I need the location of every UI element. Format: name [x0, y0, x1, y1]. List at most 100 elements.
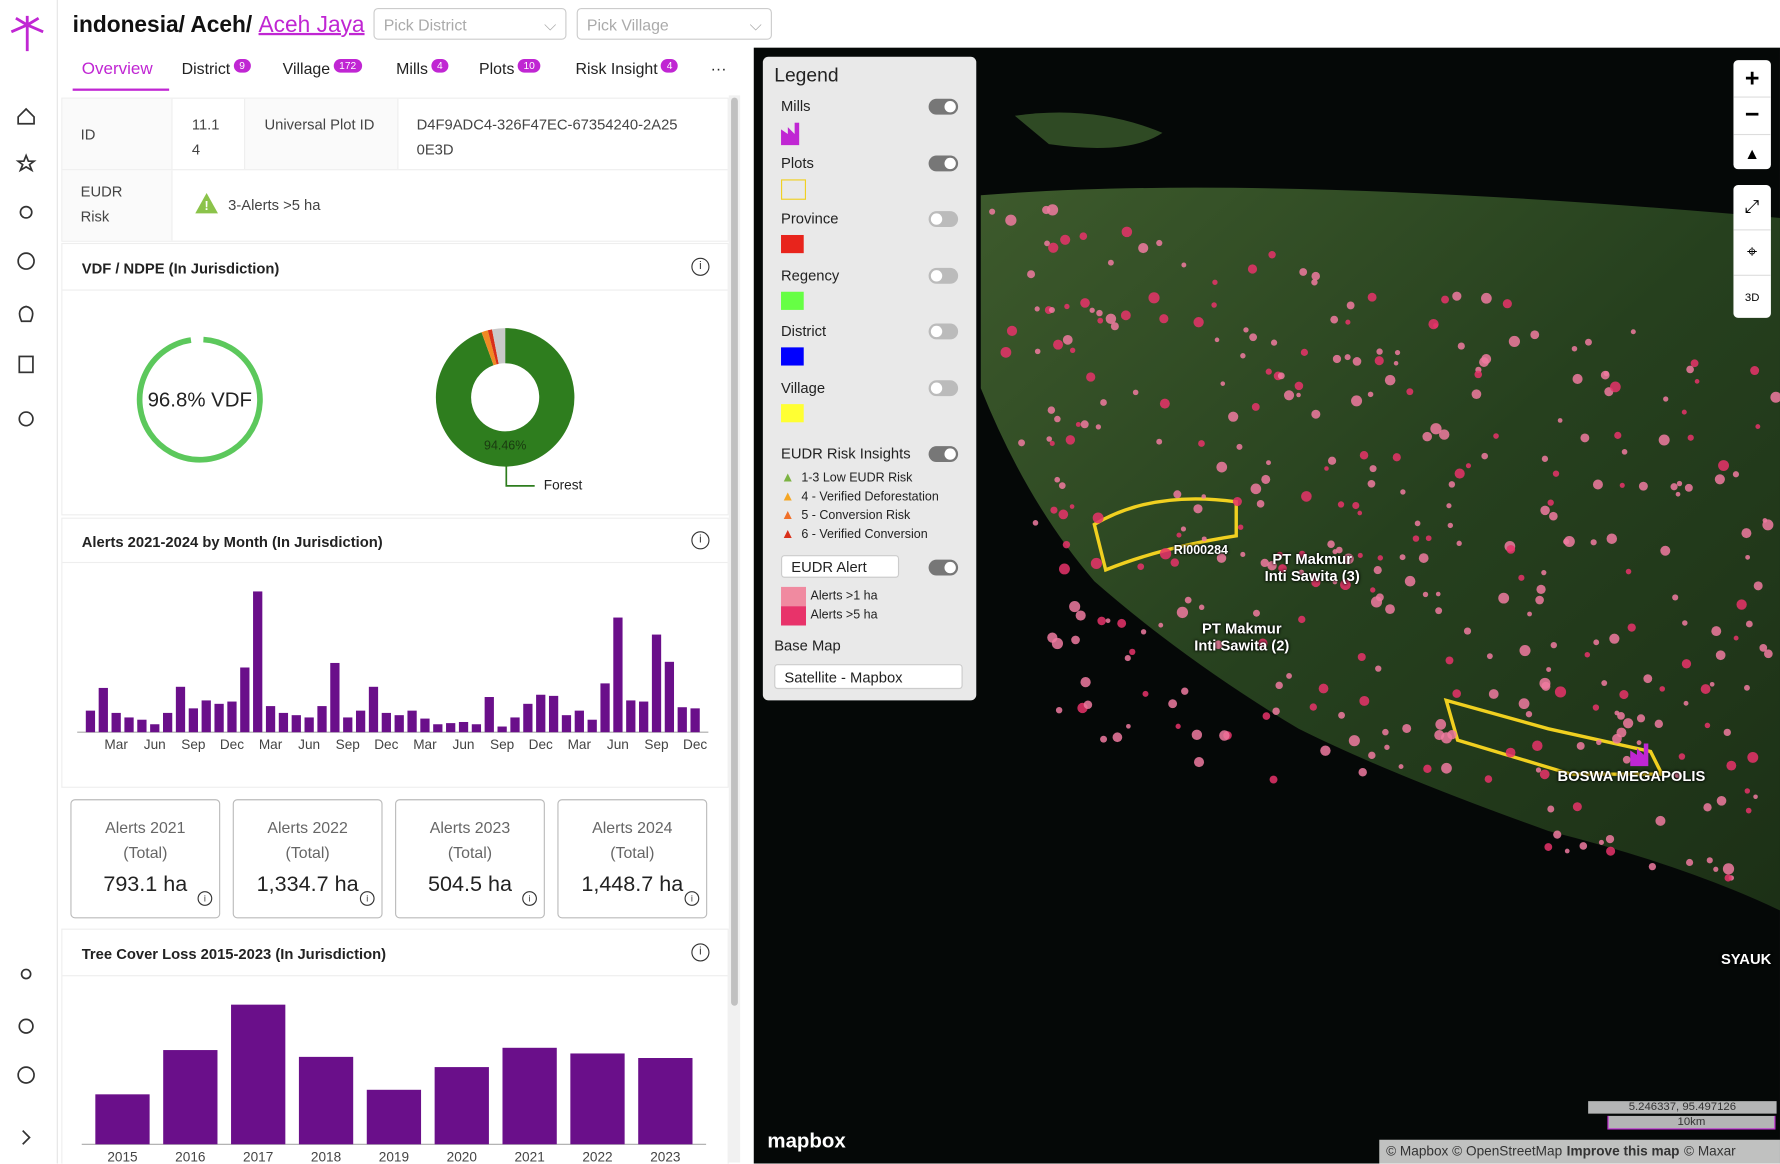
alert-select[interactable]: EUDR Alert [781, 555, 900, 578]
info-icon[interactable]: i [197, 891, 213, 906]
fullscreen[interactable]: ⤢ [1744, 197, 1760, 217]
card-value: 504.5 ha [427, 872, 512, 897]
alert-dot [1484, 775, 1493, 783]
star-icon[interactable] [15, 153, 37, 173]
x-tick-label: Jun [298, 737, 320, 752]
alert-dot [1446, 503, 1452, 509]
breadcrumb-link[interactable]: Aceh Jaya [258, 12, 365, 38]
alert-dot [1525, 710, 1533, 718]
layer-toggle[interactable] [928, 267, 959, 284]
tab[interactable]: Overview [82, 59, 153, 78]
alert-dot [1384, 744, 1390, 750]
x-tick-label: 2023 [650, 1149, 680, 1163]
risk-item: ▲ 4 - Verified Deforestation [781, 488, 939, 504]
district-select[interactable]: Pick District ⌵ [373, 7, 567, 40]
alert-dot [1054, 476, 1061, 483]
3d-toggle[interactable]: 3D [1733, 274, 1771, 320]
bar [253, 591, 263, 733]
alert-dot [1265, 368, 1272, 375]
alert-dot [1298, 569, 1305, 576]
alert-dot [1340, 579, 1351, 591]
alert-dot [1592, 479, 1603, 490]
alert-dot [1159, 314, 1169, 324]
basemap-select[interactable]: Satellite - Mapbox [774, 664, 963, 690]
alert-swatch [781, 606, 806, 626]
improve-link[interactable]: Improve this map [1566, 1143, 1680, 1160]
alert-dot [1367, 479, 1376, 488]
tab[interactable]: Village 172 [283, 59, 362, 77]
layer-label: Plots [781, 153, 814, 171]
tab[interactable]: District 9 [182, 59, 251, 77]
layer-label: Regency [781, 266, 840, 284]
tab[interactable]: Plots 10 [479, 59, 541, 77]
info-icon[interactable]: i [691, 531, 710, 550]
alert-dot [1034, 348, 1041, 355]
alert-dot [1382, 728, 1389, 736]
village-select[interactable]: Pick Village ⌵ [576, 7, 772, 40]
alert-dot [1055, 706, 1063, 714]
target-icon[interactable] [19, 205, 33, 219]
bulb-icon[interactable] [18, 305, 34, 323]
x-tick-label: 2018 [311, 1149, 341, 1163]
tab[interactable]: ··· [711, 59, 727, 77]
risk-toggle[interactable] [928, 446, 959, 463]
alert-dot [1370, 587, 1376, 593]
settings-icon[interactable] [18, 411, 34, 427]
alert-dot [1117, 618, 1127, 628]
tab[interactable]: Risk Insight 4 [576, 59, 679, 77]
scrollbar[interactable] [728, 95, 741, 1163]
x-tick-label: 2019 [379, 1149, 409, 1163]
alert-dot [1435, 591, 1441, 597]
risk-item: ▲ 1-3 Low EUDR Risk [781, 469, 912, 485]
bar [231, 1004, 286, 1145]
globe-icon[interactable] [17, 252, 35, 270]
layer-toggle[interactable] [928, 379, 959, 396]
info-icon[interactable]: i [522, 891, 537, 906]
expand-icon[interactable] [22, 1130, 31, 1145]
bar [227, 701, 237, 733]
select-text: EUDR Alert [791, 558, 867, 576]
info-icon[interactable]: i [359, 891, 375, 906]
bar [278, 712, 289, 733]
breadcrumb: indonesia/ Aceh/ Aceh Jaya [73, 12, 365, 38]
alert-dot [1590, 539, 1597, 546]
compass[interactable]: ▲ [1733, 133, 1771, 171]
bar [330, 662, 340, 733]
alert-dot [1137, 563, 1145, 571]
bar [265, 706, 276, 733]
alert-dot [1198, 604, 1205, 611]
attribution-text: © Mapbox © OpenStreetMap [1386, 1143, 1563, 1160]
alert-dot [1655, 815, 1666, 826]
legend-panel: Legend Mills Plots Province Regency District V… [762, 56, 977, 701]
layer-label: Village [781, 378, 826, 396]
layer-toggle[interactable] [928, 211, 959, 228]
layer-toggle[interactable] [928, 323, 959, 340]
help-icon[interactable] [17, 1066, 35, 1084]
alert-dot [1065, 435, 1076, 445]
user-icon[interactable] [20, 968, 32, 980]
alert-dot [1750, 366, 1760, 376]
zoom-out[interactable]: − [1733, 96, 1771, 133]
alert-dot [1176, 606, 1189, 619]
alert-dot [1763, 649, 1773, 659]
info-icon[interactable]: i [691, 943, 710, 962]
home-icon[interactable] [17, 107, 35, 125]
layer-toggle[interactable] [928, 98, 959, 115]
alert-dot [1745, 620, 1753, 628]
locate[interactable]: ⌖ [1733, 229, 1771, 274]
placeholder: Pick Village [586, 15, 669, 35]
alert-toggle[interactable] [928, 559, 959, 576]
map-label: BOSWA MEGAPOLIS [1557, 767, 1706, 785]
tab[interactable]: Mills 4 [396, 59, 449, 77]
alert-dot [1672, 594, 1679, 601]
info-icon[interactable]: i [684, 891, 700, 906]
doc-icon[interactable] [18, 355, 34, 374]
info-icon[interactable]: i [691, 257, 710, 276]
alert-dot [1745, 554, 1751, 560]
x-tick-label: Sep [490, 737, 514, 752]
logout-icon[interactable] [18, 1018, 34, 1034]
bar [690, 708, 700, 733]
zoom-in[interactable]: + [1744, 63, 1760, 92]
alert-dot [1251, 402, 1260, 411]
layer-toggle[interactable] [928, 154, 959, 171]
